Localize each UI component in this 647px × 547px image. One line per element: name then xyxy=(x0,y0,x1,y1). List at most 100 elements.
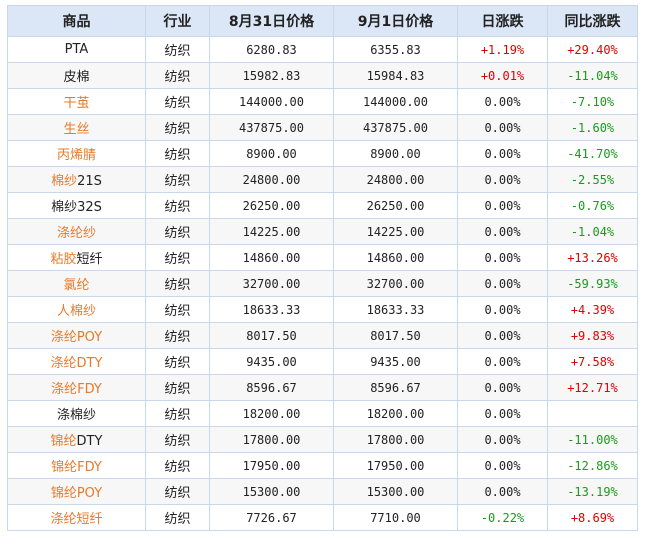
table-row: 氯纶 纺织 32700.00 32700.00 0.00% -59.93% xyxy=(7,270,638,297)
commodity-name-suffix: DTY xyxy=(76,434,103,449)
commodity-name-cell[interactable]: 丙烯腈 xyxy=(7,140,146,167)
commodity-link[interactable]: 涤纶FDY xyxy=(51,382,102,397)
table-row: 棉纱21S 纺织 24800.00 24800.00 0.00% -2.55% xyxy=(7,166,638,193)
yoy-change-cell: -0.76% xyxy=(547,192,638,219)
commodity-name-cell[interactable]: 锦纶DTY xyxy=(7,426,146,453)
commodity-link[interactable]: 丙烯腈 xyxy=(56,148,96,163)
price-aug31-cell: 14860.00 xyxy=(209,244,334,271)
commodity-name-cell[interactable]: 涤纶POY xyxy=(7,322,146,349)
daily-change-cell: +0.01% xyxy=(457,62,548,89)
table-row: 皮棉 纺织 15982.83 15984.83 +0.01% -11.04% xyxy=(7,62,638,89)
price-aug31-cell: 437875.00 xyxy=(209,114,334,141)
commodity-name-cell: 皮棉 xyxy=(7,62,146,89)
commodity-link[interactable]: 棉纱 xyxy=(51,174,78,189)
commodity-name-cell[interactable]: 锦纶FDY xyxy=(7,452,146,479)
commodity-name-cell[interactable]: 锦纶POY xyxy=(7,478,146,505)
price-aug31-cell: 18633.33 xyxy=(209,296,334,323)
price-sep1-cell: 15300.00 xyxy=(333,478,458,505)
daily-change-cell: 0.00% xyxy=(457,192,548,219)
price-sep1-cell: 15984.83 xyxy=(333,62,458,89)
table-row: 丙烯腈 纺织 8900.00 8900.00 0.00% -41.70% xyxy=(7,140,638,167)
daily-change-cell: 0.00% xyxy=(457,296,548,323)
commodity-name-cell[interactable]: 干茧 xyxy=(7,88,146,115)
yoy-change-cell: -7.10% xyxy=(547,88,638,115)
commodity-price-table: 商品 行业 8月31日价格 9月1日价格 日涨跌 同比涨跌 PTA 纺织 6280.… xyxy=(7,5,638,531)
commodity-name-suffix: 短纤 xyxy=(76,252,103,267)
industry-cell: 纺织 xyxy=(145,218,210,245)
commodity-name-cell[interactable]: 涤纶短纤 xyxy=(7,504,146,531)
daily-change-cell: 0.00% xyxy=(457,88,548,115)
commodity-name-cell[interactable]: 氯纶 xyxy=(7,270,146,297)
commodity-link[interactable]: 人棉纱 xyxy=(56,304,96,319)
table-row: 棉纱32S 纺织 26250.00 26250.00 0.00% -0.76% xyxy=(7,192,638,219)
commodity-name-cell[interactable]: 棉纱21S xyxy=(7,166,146,193)
industry-cell: 纺织 xyxy=(145,296,210,323)
commodity-link[interactable]: 干茧 xyxy=(63,96,90,111)
header-price-aug31: 8月31日价格 xyxy=(209,5,334,37)
commodity-name-cell[interactable]: 涤纶DTY xyxy=(7,348,146,375)
table-row: 涤纶POY 纺织 8017.50 8017.50 0.00% +9.83% xyxy=(7,322,638,349)
commodity-name-cell[interactable]: 生丝 xyxy=(7,114,146,141)
price-aug31-cell: 24800.00 xyxy=(209,166,334,193)
yoy-change-cell: -1.04% xyxy=(547,218,638,245)
industry-cell: 纺织 xyxy=(145,504,210,531)
yoy-change-cell: +9.83% xyxy=(547,322,638,349)
price-aug31-cell: 15300.00 xyxy=(209,478,334,505)
table-row: 锦纶FDY 纺织 17950.00 17950.00 0.00% -12.86% xyxy=(7,452,638,479)
price-sep1-cell: 14225.00 xyxy=(333,218,458,245)
yoy-change-cell: -1.60% xyxy=(547,114,638,141)
industry-cell: 纺织 xyxy=(145,62,210,89)
table-row: 涤纶FDY 纺织 8596.67 8596.67 0.00% +12.71% xyxy=(7,374,638,401)
daily-change-cell: -0.22% xyxy=(457,504,548,531)
price-aug31-cell: 14225.00 xyxy=(209,218,334,245)
industry-cell: 纺织 xyxy=(145,36,210,63)
yoy-change-cell: -41.70% xyxy=(547,140,638,167)
price-sep1-cell: 8017.50 xyxy=(333,322,458,349)
price-sep1-cell: 17950.00 xyxy=(333,452,458,479)
price-sep1-cell: 26250.00 xyxy=(333,192,458,219)
header-yoy-change: 同比涨跌 xyxy=(547,5,638,37)
commodity-link[interactable]: 涤纶短纤 xyxy=(50,512,103,527)
daily-change-cell: 0.00% xyxy=(457,270,548,297)
price-table-container: 商品 行业 8月31日价格 9月1日价格 日涨跌 同比涨跌 PTA 纺织 6280.… xyxy=(7,5,638,531)
price-aug31-cell: 8900.00 xyxy=(209,140,334,167)
table-row: PTA 纺织 6280.83 6355.83 +1.19% +29.40% xyxy=(7,36,638,63)
commodity-link[interactable]: 涤纶DTY xyxy=(50,356,103,371)
yoy-change-cell: -13.19% xyxy=(547,478,638,505)
commodity-link[interactable]: 锦纶FDY xyxy=(51,460,102,475)
daily-change-cell: 0.00% xyxy=(457,452,548,479)
commodity-link[interactable]: 锦纶POY xyxy=(50,486,103,501)
commodity-link[interactable]: 粘胶 xyxy=(50,252,77,267)
commodity-name-suffix: 21S xyxy=(77,174,102,189)
commodity-link[interactable]: 涤纶POY xyxy=(50,330,103,345)
commodity-name-cell[interactable]: 涤纶FDY xyxy=(7,374,146,401)
commodity-name-cell[interactable]: 粘胶短纤 xyxy=(7,244,146,271)
price-sep1-cell: 14860.00 xyxy=(333,244,458,271)
daily-change-cell: 0.00% xyxy=(457,322,548,349)
industry-cell: 纺织 xyxy=(145,166,210,193)
commodity-link[interactable]: 氯纶 xyxy=(63,278,90,293)
commodity-name: 皮棉 xyxy=(63,70,90,85)
price-sep1-cell: 437875.00 xyxy=(333,114,458,141)
price-aug31-cell: 144000.00 xyxy=(209,88,334,115)
yoy-change-cell: +8.69% xyxy=(547,504,638,531)
commodity-name-cell[interactable]: 人棉纱 xyxy=(7,296,146,323)
yoy-change-cell: -11.00% xyxy=(547,426,638,453)
industry-cell: 纺织 xyxy=(145,322,210,349)
industry-cell: 纺织 xyxy=(145,114,210,141)
commodity-link[interactable]: 锦纶 xyxy=(50,434,77,449)
price-aug31-cell: 6280.83 xyxy=(209,36,334,63)
daily-change-cell: 0.00% xyxy=(457,114,548,141)
industry-cell: 纺织 xyxy=(145,426,210,453)
industry-cell: 纺织 xyxy=(145,374,210,401)
commodity-link[interactable]: 涤纶纱 xyxy=(56,226,96,241)
price-sep1-cell: 32700.00 xyxy=(333,270,458,297)
commodity-name-cell[interactable]: 涤纶纱 xyxy=(7,218,146,245)
price-sep1-cell: 8900.00 xyxy=(333,140,458,167)
yoy-change-cell: +7.58% xyxy=(547,348,638,375)
industry-cell: 纺织 xyxy=(145,244,210,271)
commodity-link[interactable]: 生丝 xyxy=(63,122,90,137)
industry-cell: 纺织 xyxy=(145,270,210,297)
price-aug31-cell: 9435.00 xyxy=(209,348,334,375)
header-commodity: 商品 xyxy=(7,5,146,37)
